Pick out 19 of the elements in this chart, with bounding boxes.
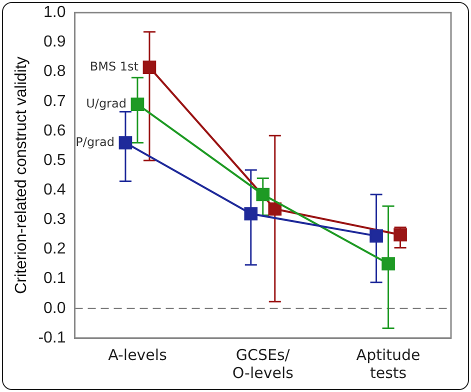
y-tick-label: 0.9 xyxy=(44,34,66,51)
y-tick-label: 0.5 xyxy=(44,152,66,169)
y-tick-label: 0.1 xyxy=(44,270,66,288)
y-tick-label: 0.2 xyxy=(44,240,66,258)
series-label: P/grad xyxy=(76,134,114,149)
y-tick-label: 0.0 xyxy=(44,300,66,317)
y-tick-label: -0.1 xyxy=(38,329,66,346)
x-tick-label: GCSEs/ O-levels xyxy=(232,346,294,382)
series-label: U/grad xyxy=(86,96,126,110)
y-axis-title: Criterion-related construct validity xyxy=(13,56,30,294)
x-tick-label: A-levels xyxy=(108,346,168,364)
y-tick-label: 0.6 xyxy=(44,122,66,140)
y-tick-label: 1.0 xyxy=(44,4,66,22)
y-tick-label: 0.3 xyxy=(44,211,66,228)
y-tick-label: 0.7 xyxy=(44,92,66,110)
x-tick-label: Aptitude tests xyxy=(356,346,420,382)
y-tick-label: 0.4 xyxy=(44,181,66,198)
y-tick-label: 0.8 xyxy=(44,63,66,80)
series-label: BMS 1st xyxy=(90,59,139,74)
